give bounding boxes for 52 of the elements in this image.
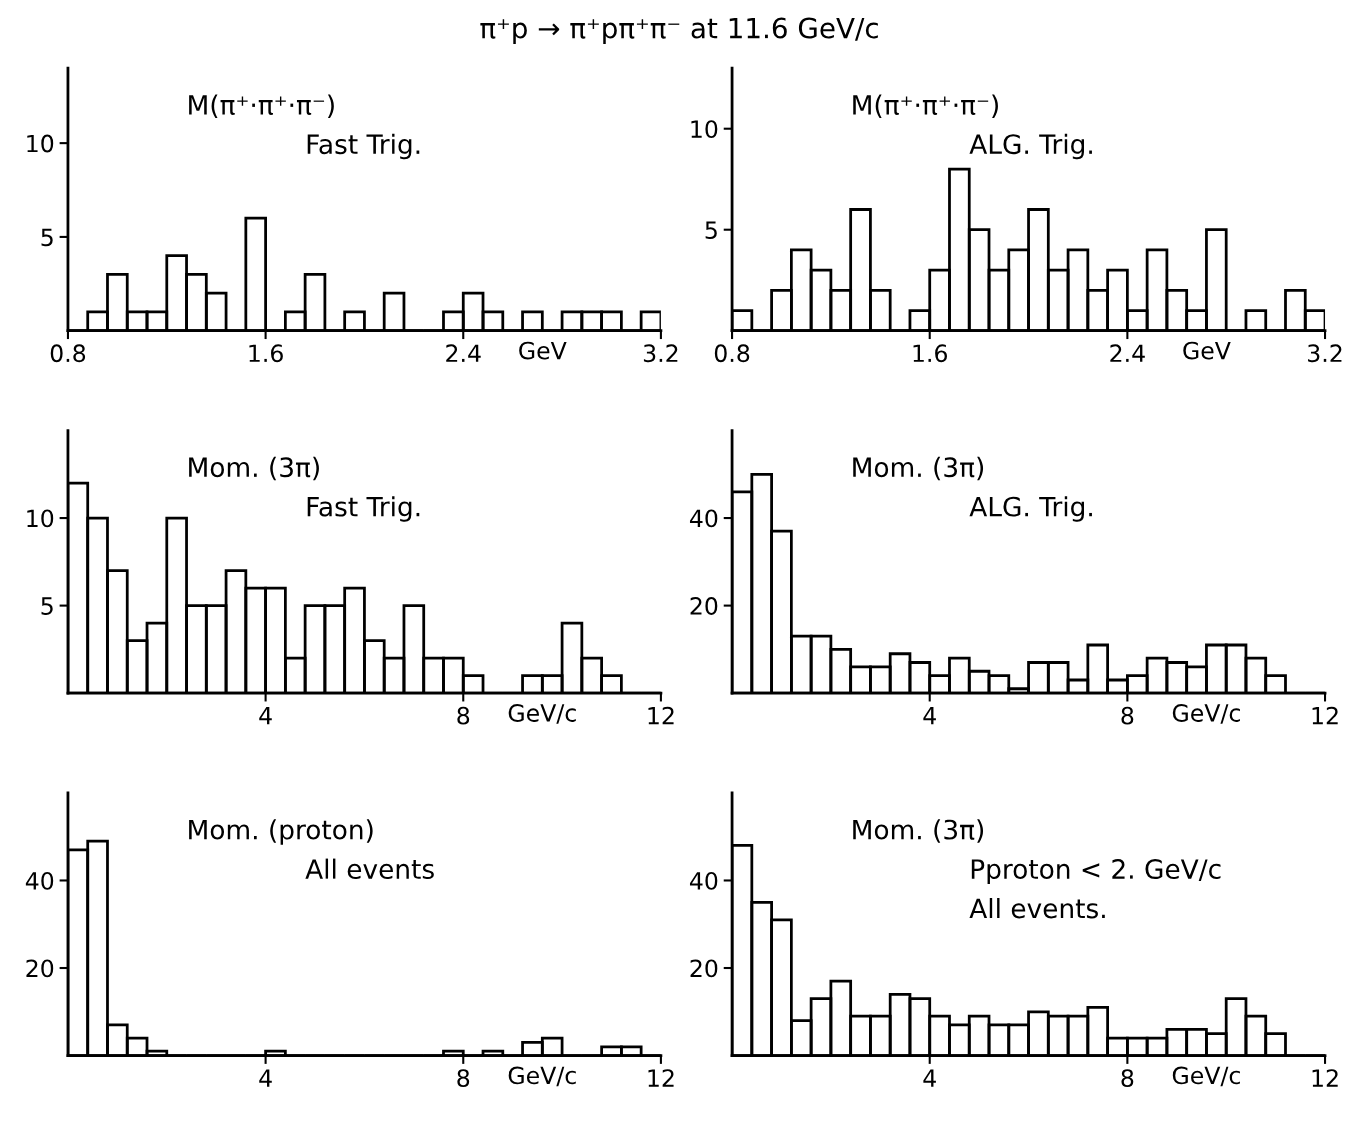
x-tick-label: 2.4 <box>1110 344 1145 362</box>
x-tick-label: 1.6 <box>913 344 948 363</box>
y-tick-label: 40 <box>689 509 718 528</box>
annotation: Fast Trig. <box>307 496 420 522</box>
annotation: All events <box>305 858 434 880</box>
x-tick-label: 4 <box>259 1069 272 1087</box>
x-axis-title: GeV/c <box>508 1066 576 1087</box>
annotation: ALG. Trig. <box>969 496 1092 522</box>
annotation: M(π⁺·π⁺·π⁻) <box>853 94 998 118</box>
y-tick-label: 10 <box>691 120 718 139</box>
x-tick-label: 8 <box>1121 706 1134 725</box>
y-tick-label: 10 <box>27 509 54 528</box>
x-tick-label: 1.6 <box>249 344 283 363</box>
x-tick-label: 4 <box>923 1069 936 1087</box>
x-tick-label: 12 <box>648 706 674 725</box>
y-tick-label: 20 <box>26 959 54 978</box>
x-tick-label: 0.8 <box>50 344 86 363</box>
x-tick-label: 4 <box>259 707 272 725</box>
annotation: Fast Trig. <box>307 133 420 160</box>
y-tick-label: 20 <box>690 597 718 615</box>
y-tick-label: 20 <box>690 959 718 978</box>
x-tick-label: 3.2 <box>643 344 678 363</box>
x-tick-label: 3.2 <box>1308 344 1342 363</box>
x-tick-label: 4 <box>923 707 936 725</box>
x-tick-label: 0.8 <box>714 344 750 363</box>
x-tick-label: 12 <box>1312 706 1338 725</box>
x-tick-label: 12 <box>648 1069 674 1087</box>
annotation: Mom. (proton) <box>189 819 373 845</box>
y-tick-label: 40 <box>25 871 54 890</box>
x-tick-label: 8 <box>457 1069 470 1088</box>
x-tick-label: 2.4 <box>446 344 481 362</box>
x-tick-label: 8 <box>457 706 470 725</box>
x-axis-title: GeV <box>519 341 567 360</box>
annotation: All events. <box>969 897 1105 919</box>
x-axis-title: GeV/c <box>1172 1066 1240 1087</box>
chart-title: π⁺p → π⁺pπ⁺π⁻ at 11.6 GeV/c <box>480 17 878 44</box>
annotation: Pproton < 2. GeV/c <box>971 859 1221 885</box>
x-axis-title: GeV <box>1183 341 1231 360</box>
annotation: Mom. (3π) <box>853 819 984 843</box>
annotation: M(π⁺·π⁺·π⁻) <box>189 94 334 118</box>
y-tick-label: 5 <box>41 228 53 247</box>
x-tick-label: 8 <box>1121 1069 1134 1088</box>
y-tick-label: 5 <box>41 597 53 615</box>
annotation: ALG. Trig. <box>969 133 1092 160</box>
annotation: Mom. (3π) <box>853 456 984 481</box>
y-tick-label: 10 <box>27 134 54 153</box>
x-tick-label: 12 <box>1312 1069 1338 1087</box>
y-tick-label: 40 <box>689 871 718 890</box>
y-tick-label: 5 <box>705 221 717 240</box>
annotation: Mom. (3π) <box>189 456 319 481</box>
x-axis-title: GeV/c <box>508 704 576 724</box>
x-axis-title: GeV/c <box>1172 704 1240 724</box>
